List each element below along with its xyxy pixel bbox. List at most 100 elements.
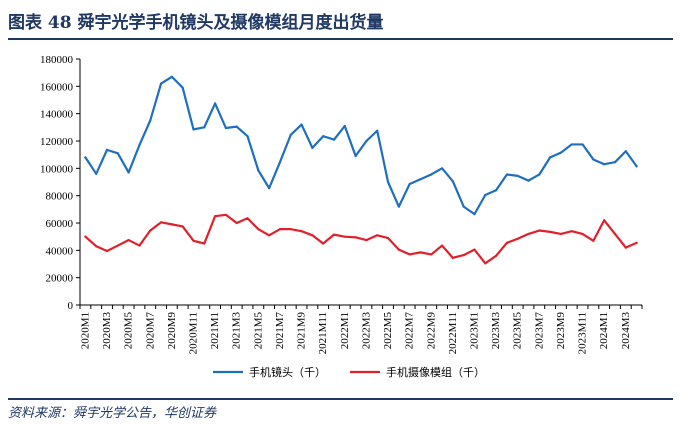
data-point bbox=[149, 229, 152, 232]
legend-label-1: 手机摄像模组（千） bbox=[386, 365, 485, 379]
data-point bbox=[105, 148, 109, 151]
data-point bbox=[581, 232, 584, 236]
data-point bbox=[419, 251, 422, 254]
y-tick-label: 60000 bbox=[46, 218, 74, 230]
data-point bbox=[516, 174, 519, 177]
source-rule bbox=[8, 398, 673, 400]
data-point bbox=[505, 173, 509, 176]
x-tick-label: 2021M7 bbox=[274, 312, 286, 350]
data-point bbox=[235, 125, 238, 128]
data-point bbox=[365, 139, 368, 143]
x-tick-label: 2023M9 bbox=[555, 312, 567, 350]
data-point bbox=[408, 253, 411, 256]
y-axis: 0 20000 40000 60000 80000 100000 120000 140000 1… bbox=[40, 54, 81, 312]
data-point bbox=[516, 237, 519, 240]
data-point bbox=[365, 238, 368, 242]
data-point bbox=[613, 232, 617, 236]
data-point bbox=[354, 236, 357, 239]
y-tick-label: 120000 bbox=[40, 136, 74, 148]
y-tick-label: 100000 bbox=[40, 163, 74, 175]
data-point bbox=[603, 219, 606, 222]
x-tick-label: 2020M3 bbox=[101, 312, 113, 350]
y-tick-label: 40000 bbox=[46, 245, 74, 257]
data-point bbox=[549, 156, 552, 159]
data-point bbox=[613, 161, 617, 164]
data-point bbox=[235, 221, 238, 225]
x-tick-label: 2021M5 bbox=[252, 312, 264, 350]
data-point bbox=[322, 135, 325, 138]
data-point bbox=[473, 248, 476, 251]
data-point bbox=[408, 182, 411, 186]
data-point bbox=[138, 144, 141, 147]
data-point bbox=[300, 230, 303, 233]
data-point bbox=[332, 138, 336, 141]
data-point bbox=[213, 102, 217, 105]
data-point bbox=[311, 146, 314, 149]
data-point bbox=[484, 262, 487, 265]
y-tick-label: 180000 bbox=[40, 54, 74, 66]
data-point bbox=[592, 239, 595, 242]
x-tick-label: 2023M7 bbox=[533, 312, 545, 350]
data-point bbox=[278, 161, 282, 164]
data-point bbox=[95, 245, 98, 248]
legend-label-0: 手机镜头（千） bbox=[249, 365, 326, 379]
x-tick-label: 2024M3 bbox=[620, 312, 632, 350]
data-point bbox=[376, 129, 379, 132]
data-point bbox=[203, 126, 206, 129]
data-point bbox=[592, 158, 595, 161]
data-point bbox=[570, 143, 573, 146]
y-tick-label: 80000 bbox=[46, 191, 74, 203]
x-tick-label: 2022M1 bbox=[339, 312, 351, 349]
data-point bbox=[397, 205, 400, 208]
data-point bbox=[635, 165, 638, 168]
data-point bbox=[386, 180, 390, 184]
data-point bbox=[494, 189, 498, 192]
data-point bbox=[462, 254, 465, 257]
data-point bbox=[494, 254, 498, 257]
data-point bbox=[624, 150, 627, 153]
data-point bbox=[559, 151, 563, 154]
x-tick-label: 2021M3 bbox=[231, 312, 243, 350]
series-line-1 bbox=[84, 213, 638, 265]
x-tick-label: 2020M7 bbox=[144, 312, 156, 350]
data-point bbox=[170, 223, 173, 226]
data-point bbox=[138, 244, 141, 247]
figure-title: 图表 48 舜宇光学手机镜头及摄像模组月度出货量 bbox=[8, 13, 384, 33]
x-tick-label: 2023M3 bbox=[490, 312, 502, 350]
data-point bbox=[581, 143, 584, 146]
x-tick-label: 2022M11 bbox=[447, 312, 459, 354]
y-tick-label: 20000 bbox=[46, 273, 74, 285]
data-point bbox=[527, 179, 530, 182]
data-point bbox=[192, 239, 195, 242]
source-note: 资料来源：舜宇光学公告，华创证券 bbox=[8, 406, 217, 421]
series-layer bbox=[84, 75, 638, 265]
data-point bbox=[440, 167, 444, 170]
data-point bbox=[192, 128, 195, 131]
data-point bbox=[397, 248, 400, 251]
data-point bbox=[84, 235, 87, 238]
x-tick-label: 2021M9 bbox=[296, 312, 308, 350]
x-tick-label: 2020M11 bbox=[187, 312, 199, 354]
series-line-0 bbox=[84, 75, 638, 216]
data-point bbox=[538, 229, 541, 232]
data-point bbox=[505, 241, 509, 244]
data-point bbox=[246, 217, 249, 220]
data-point bbox=[127, 238, 130, 242]
y-tick-label: 140000 bbox=[40, 109, 74, 121]
x-tick-label: 2021M11 bbox=[317, 312, 329, 354]
title-rule bbox=[8, 38, 673, 40]
data-point bbox=[127, 171, 130, 174]
data-point bbox=[603, 163, 606, 166]
data-point bbox=[268, 187, 271, 190]
data-point bbox=[440, 244, 444, 247]
data-point bbox=[159, 221, 163, 224]
data-point bbox=[278, 228, 282, 231]
data-point bbox=[289, 228, 292, 231]
data-point bbox=[332, 233, 336, 236]
data-point bbox=[159, 82, 163, 85]
data-point bbox=[430, 173, 433, 176]
x-tick-label: 2021M1 bbox=[209, 312, 221, 349]
data-point bbox=[181, 86, 184, 89]
y-tick-label: 0 bbox=[68, 300, 74, 312]
